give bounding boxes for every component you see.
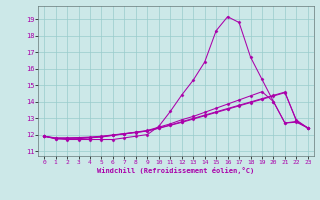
X-axis label: Windchill (Refroidissement éolien,°C): Windchill (Refroidissement éolien,°C) <box>97 167 255 174</box>
